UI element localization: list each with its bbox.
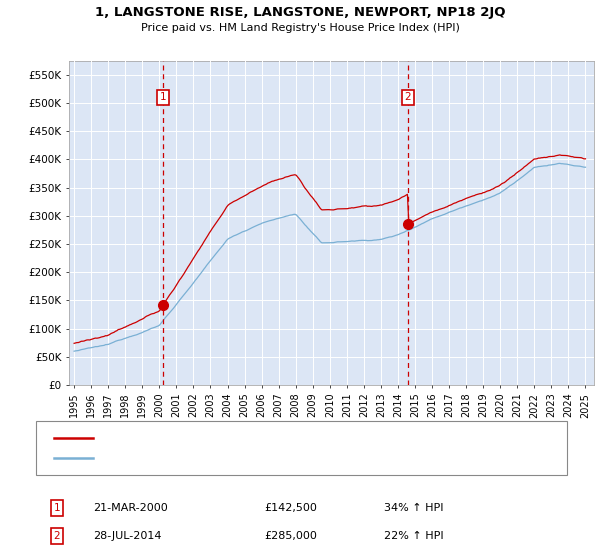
Text: 1, LANGSTONE RISE, LANGSTONE, NEWPORT, NP18 2JQ: 1, LANGSTONE RISE, LANGSTONE, NEWPORT, N… xyxy=(95,6,505,18)
Text: 1, LANGSTONE RISE, LANGSTONE, NEWPORT, NP18 2JQ (detached house): 1, LANGSTONE RISE, LANGSTONE, NEWPORT, N… xyxy=(102,432,463,442)
Text: 1: 1 xyxy=(53,503,61,513)
Text: 21-MAR-2000: 21-MAR-2000 xyxy=(93,503,168,513)
Text: 2: 2 xyxy=(53,531,61,541)
Text: 28-JUL-2014: 28-JUL-2014 xyxy=(93,531,161,541)
Text: 1: 1 xyxy=(160,92,166,102)
Text: HPI: Average price, detached house, Newport: HPI: Average price, detached house, Newp… xyxy=(102,454,324,464)
Text: £285,000: £285,000 xyxy=(264,531,317,541)
Text: Price paid vs. HM Land Registry's House Price Index (HPI): Price paid vs. HM Land Registry's House … xyxy=(140,22,460,32)
Text: 34% ↑ HPI: 34% ↑ HPI xyxy=(384,503,443,513)
Text: 2: 2 xyxy=(404,92,411,102)
Text: £142,500: £142,500 xyxy=(264,503,317,513)
Text: 22% ↑ HPI: 22% ↑ HPI xyxy=(384,531,443,541)
